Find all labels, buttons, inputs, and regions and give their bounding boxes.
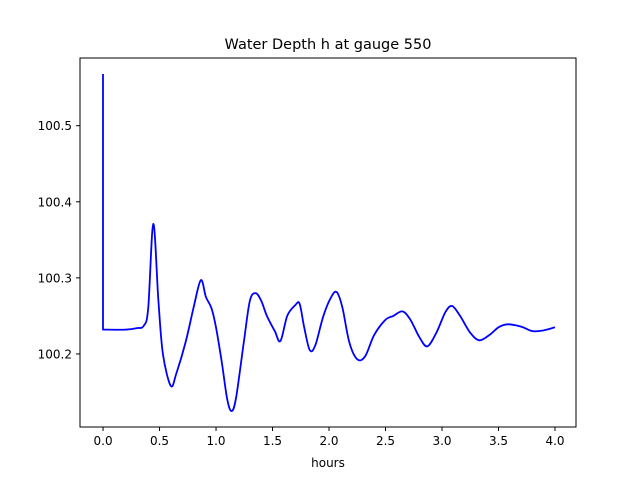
series-line-h [102, 74, 556, 412]
y-tick-label: 100.2 [38, 347, 72, 361]
x-tick-label: 2.5 [376, 434, 395, 448]
x-tick-label: 3.5 [489, 434, 508, 448]
y-tick-label: 100.5 [38, 119, 72, 133]
x-axis-label: hours [311, 456, 345, 470]
y-tick-label: 100.4 [38, 195, 72, 209]
x-tick-label: 1.0 [206, 434, 225, 448]
x-tick-label: 0.0 [94, 434, 113, 448]
chart-title: Water Depth h at gauge 550 [225, 37, 432, 53]
x-tick-label: 3.0 [432, 434, 451, 448]
x-tick-label: 1.5 [263, 434, 282, 448]
x-tick-label: 4.0 [545, 434, 564, 448]
plot-frame [79, 57, 577, 428]
x-tick-label: 2.0 [319, 434, 338, 448]
x-tick-label: 0.5 [150, 434, 169, 448]
y-tick-label: 100.3 [38, 271, 72, 285]
y-axis: 100.2 100.3 100.4 100.5 [38, 119, 80, 361]
x-axis: 0.0 0.5 1.0 1.5 2.0 2.5 3.0 3.5 4.0 [94, 427, 565, 448]
